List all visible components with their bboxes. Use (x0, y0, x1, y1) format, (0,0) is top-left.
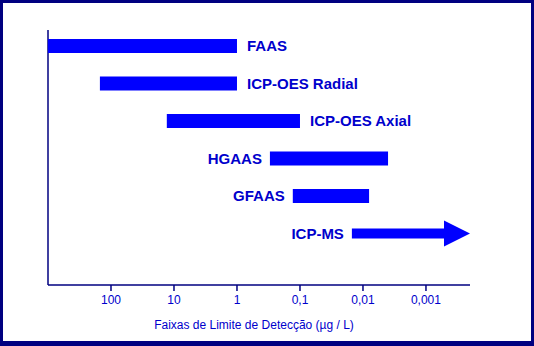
y-axis-line (47, 30, 49, 285)
x-tick-label: 0,01 (351, 293, 375, 307)
x-tick (110, 285, 112, 291)
range-bar (293, 189, 369, 203)
frame-panel (3, 3, 531, 341)
category-label: ICP-OES Radial (247, 75, 358, 92)
range-bar (270, 152, 388, 166)
range-bar (167, 114, 300, 128)
bars (48, 39, 470, 247)
category-label: GFAAS (233, 187, 285, 204)
range-arrow (352, 221, 470, 247)
x-tick (173, 285, 175, 291)
category-label: HGAAS (208, 150, 262, 167)
category-label: ICP-OES Axial (310, 112, 411, 129)
category-label: ICP-MS (291, 225, 344, 242)
range-bar (48, 39, 237, 53)
x-tick-label: 100 (101, 293, 121, 307)
chart: 100 10 1 0,1 0,01 0,001 Faixas de Limite de De… (0, 0, 534, 346)
chart-root: 100 10 1 0,1 0,01 0,001 Faixas de Limite de De… (0, 0, 534, 346)
x-tick (236, 285, 238, 291)
x-tick (299, 285, 301, 291)
range-bar (100, 77, 237, 91)
x-tick-label: 10 (167, 293, 181, 307)
x-tick (362, 285, 364, 291)
x-tick (425, 285, 427, 291)
x-tick-label: 0,001 (411, 293, 441, 307)
frame-border (0, 0, 534, 346)
category-label: FAAS (247, 37, 287, 54)
x-tick-label: 1 (234, 293, 241, 307)
x-axis-title: Faixas de Limite de Detecção (µg / L) (154, 318, 354, 332)
x-tick-label: 0,1 (292, 293, 309, 307)
